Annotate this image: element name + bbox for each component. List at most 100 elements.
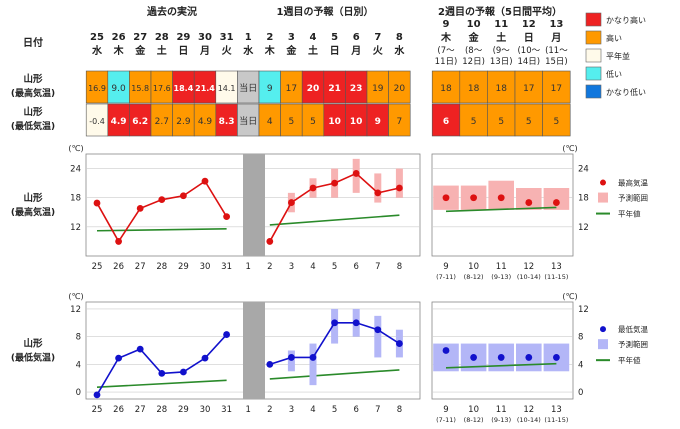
legend-swatch <box>585 84 602 99</box>
week2-x-tick: 13 <box>551 405 562 415</box>
day-number: 25 <box>90 32 104 43</box>
x-tick: 1 <box>245 262 250 272</box>
x-tick: 26 <box>113 262 124 272</box>
week2-x-tick: 13 <box>551 262 562 272</box>
weekday: 土 <box>157 44 167 57</box>
today-column <box>243 154 265 256</box>
table-cell-value: 19 <box>372 84 384 94</box>
week2-weekday: 日 <box>524 32 534 44</box>
week2-range-end: 15日) <box>545 57 568 67</box>
weekday: 土 <box>308 44 318 57</box>
x-tick: 4 <box>310 262 315 272</box>
week2-cell <box>431 70 461 104</box>
week2-range-bar <box>543 188 570 210</box>
row-label-kind: (最高気温) <box>11 87 55 99</box>
y-tick-right: 8 <box>578 333 583 343</box>
week2-range-start: (9～ <box>493 46 511 56</box>
legend-label: かなり高い <box>606 15 646 25</box>
x-tick: 31 <box>221 262 232 272</box>
week2-day-number: 11 <box>494 19 508 30</box>
x-tick: 4 <box>310 405 315 415</box>
table-cell-value: 2.7 <box>155 117 169 127</box>
week2-cell-value: 18 <box>468 84 480 94</box>
week2-normal-line <box>445 362 557 369</box>
weekday: 火 <box>222 45 233 57</box>
week2-day-number: 13 <box>549 19 563 30</box>
x-tick: 29 <box>178 262 189 272</box>
x-tick: 2 <box>267 262 272 272</box>
unit-right: (℃) <box>562 292 577 301</box>
table-cell-value: 10 <box>350 117 363 127</box>
legend-swatch <box>585 48 602 63</box>
week2-point <box>553 199 560 206</box>
past-point <box>180 192 187 200</box>
legend-label: 低い <box>606 69 622 79</box>
past-point <box>201 177 209 185</box>
week2-weekday: 木 <box>440 31 452 44</box>
legend-normal-label: 平年値 <box>618 209 641 219</box>
normal-line-past <box>96 379 227 389</box>
table-cell-value: 10 <box>328 117 341 127</box>
past-point <box>115 354 122 362</box>
x-tick: 2 <box>267 405 272 415</box>
week2-normal-line <box>445 206 557 213</box>
table-cell-value: 18.4 <box>174 84 194 93</box>
weekday: 水 <box>242 44 254 57</box>
row-label-kind: (最低気温) <box>11 120 55 132</box>
date-label: 日付 <box>23 36 43 49</box>
legend-normal-label: 平年値 <box>618 355 641 365</box>
week2-point <box>470 194 477 202</box>
x-tick: 28 <box>156 262 167 272</box>
table-cell-value: 7 <box>397 117 403 127</box>
normal-line-forecast <box>269 214 400 226</box>
past-point <box>223 331 231 338</box>
weekday: 水 <box>393 44 405 57</box>
week2-x-sublabel: (8-12) <box>464 273 484 281</box>
legend-point-symbol <box>600 179 606 186</box>
week2-cell-value: 6 <box>443 117 449 127</box>
week2-range-start: (11～ <box>545 46 568 56</box>
table-cell-value: 17 <box>286 84 297 94</box>
past-point <box>201 354 209 362</box>
past-point <box>136 205 144 212</box>
x-tick: 1 <box>245 405 250 415</box>
y-tick-left: 4 <box>76 360 81 370</box>
week2-cell <box>542 103 571 137</box>
y-tick-right: 0 <box>578 388 583 398</box>
day-number: 1 <box>245 32 252 43</box>
forecast-range-bar <box>331 308 339 344</box>
week2-range-end: 13日) <box>490 57 513 67</box>
table-cell-value: 8.3 <box>219 117 235 127</box>
x-tick: 30 <box>200 405 211 415</box>
week2-point <box>442 347 450 354</box>
week2-range-bar <box>516 188 542 210</box>
day-number: 26 <box>112 32 126 43</box>
table-cell-value: 14.1 <box>218 84 236 93</box>
unit-left: (℃) <box>68 292 83 301</box>
week2-cell <box>431 103 461 137</box>
forecast-range-bar <box>287 350 295 372</box>
past-point <box>93 199 101 207</box>
y-tick-right: 12 <box>578 305 589 315</box>
week2-cell-value: 18 <box>495 84 507 94</box>
legend-series-label: 最高気温 <box>618 178 648 188</box>
week2-point <box>497 354 505 361</box>
past-point <box>180 368 187 376</box>
past-point <box>136 345 144 353</box>
chart-row-kind: (最低気温) <box>11 352 55 364</box>
day-number: 8 <box>396 32 403 43</box>
row-label-station: 山形 <box>23 73 43 85</box>
unit-right: (℃) <box>562 144 577 153</box>
week2-cell-value: 17 <box>551 84 562 94</box>
week2-x-sublabel: (11-15) <box>544 416 568 424</box>
forecast-point <box>374 326 382 334</box>
weekday: 月 <box>199 45 210 57</box>
week2-weekday: 土 <box>496 31 506 44</box>
x-tick: 3 <box>289 405 294 415</box>
day-number: 31 <box>220 32 234 43</box>
x-tick: 28 <box>156 405 167 415</box>
weekday: 日 <box>330 45 340 57</box>
forecast-range-bar <box>374 315 382 358</box>
